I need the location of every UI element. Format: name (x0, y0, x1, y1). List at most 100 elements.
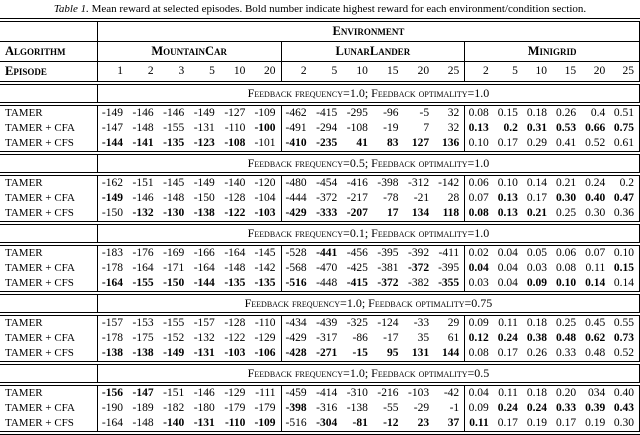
episode-header: Episode (0, 61, 98, 83)
value-cell: 0.07 (585, 247, 606, 259)
value-cell: 0.05 (526, 247, 548, 259)
value-cell: 0.07 (464, 191, 494, 206)
episode-cell: 20 (581, 61, 611, 83)
value-cell: 0.13 (497, 192, 518, 204)
value-cell: -164 (193, 262, 215, 274)
value-cell: 0.30 (610, 416, 640, 433)
value-cell: -480 (280, 174, 312, 191)
value-cell: 0.43 (610, 401, 640, 416)
value-cell: 32 (447, 122, 460, 134)
value-cell: 0.41 (556, 137, 577, 149)
value-cell: -78 (383, 192, 399, 204)
value-cell: -140 (224, 177, 246, 189)
value-cell: 35 (417, 332, 430, 344)
value-cell: 136 (441, 137, 460, 149)
value-cell: 0.14 (526, 177, 548, 189)
value-cell: 144 (441, 347, 460, 359)
value-cell: -428 (280, 346, 312, 363)
value-cell: 0.2 (610, 174, 640, 191)
value-cell: -216 (377, 387, 399, 399)
corner-cell (0, 151, 98, 176)
value-cell: 0.09 (526, 277, 548, 289)
value-cell: 0.11 (498, 317, 518, 329)
value-cell: 0.24 (526, 402, 548, 414)
value-cell: 0.21 (556, 177, 577, 189)
value-cell: -217 (346, 192, 368, 204)
value-cell: -130 (163, 207, 185, 219)
table-row: Feedback frequency=1.0; Feedback optimal… (0, 361, 640, 386)
value-cell: -462 (280, 104, 312, 121)
corner-cell (0, 20, 97, 42)
value-cell: -164 (224, 247, 246, 259)
episode-cell: 20 (250, 61, 282, 83)
value-cell: 0.17 (497, 347, 518, 359)
value-cell: 0.17 (526, 192, 548, 204)
value-cell: -15 (352, 347, 368, 359)
value-cell: -129 (254, 332, 276, 344)
value-cell: -148 (132, 417, 154, 429)
condition-header: Feedback frequency=1.0; Feedback optimal… (96, 81, 640, 106)
value-cell: 29 (447, 317, 460, 329)
env-name-minigrid: Minigrid (464, 41, 640, 62)
value-cell: 0.36 (610, 206, 640, 223)
value-cell: 0.52 (610, 346, 640, 363)
algorithm-label: TAMER (5, 177, 43, 189)
value-cell: -425 (346, 262, 368, 274)
value-cell: 0.25 (556, 317, 577, 329)
value-cell: -372 (316, 192, 338, 204)
value-cell: -155 (163, 317, 185, 329)
value-cell: -127 (224, 107, 246, 119)
value-cell: 0.15 (610, 261, 640, 276)
value-cell: -439 (316, 317, 338, 329)
value-cell: -155 (132, 277, 154, 289)
algorithm-label: TAMER + CFS (5, 137, 74, 149)
value-cell: -109 (254, 417, 276, 429)
value-cell: -106 (254, 347, 276, 359)
value-cell: -180 (193, 402, 215, 414)
episode-cell: 25 (610, 61, 640, 83)
value-cell: -398 (377, 177, 399, 189)
value-cell: -381 (377, 262, 399, 274)
value-cell: -17 (383, 332, 399, 344)
value-cell: -1 (449, 402, 460, 414)
value-cell: -122 (224, 332, 246, 344)
table-row: TAMER + CFS -138 -138 -149 -131 -103 -106 -428-… (0, 346, 640, 363)
episode-cell: 2 (280, 61, 312, 83)
value-cell: -148 (132, 122, 154, 134)
value-cell: 0.10 (610, 244, 640, 261)
value-cell: -101 (254, 137, 276, 149)
value-cell: 37 (447, 417, 460, 429)
value-cell: -152 (163, 332, 185, 344)
value-cell: -151 (163, 387, 185, 399)
value-cell: -162 (96, 174, 128, 191)
algorithm-label: TAMER + CFS (5, 277, 74, 289)
value-cell: 134 (411, 207, 430, 219)
value-cell: -138 (346, 402, 368, 414)
value-cell: 0.31 (526, 122, 548, 134)
value-cell: 0.26 (556, 107, 577, 119)
value-cell: 0.45 (585, 317, 606, 329)
value-cell: 95 (386, 347, 399, 359)
value-cell: -429 (280, 331, 312, 346)
value-cell: 0.02 (464, 244, 494, 261)
episode-cell: 2 (464, 61, 494, 83)
value-cell: 0.25 (556, 207, 577, 219)
value-cell: -146 (132, 192, 154, 204)
value-cell: -132 (132, 207, 154, 219)
value-cell: 0.24 (585, 177, 606, 189)
table-row: TAMER + CFA -147 -148 -155 -131 -110 -100 -491-… (0, 121, 640, 136)
value-cell: -141 (132, 137, 154, 149)
episode-cell: 5 (189, 61, 220, 83)
value-cell: 0.4 (590, 107, 606, 119)
value-cell: -528 (280, 244, 312, 261)
value-cell: -129 (224, 387, 246, 399)
table-row: TAMER + CFA -190 -189 -182 -180 -179 -179 -398-… (0, 401, 640, 416)
env-name-mountaincar: MountainCar (96, 41, 282, 62)
results-table: Environment Algorithm MountainCar LunarLand… (0, 18, 640, 435)
value-cell: 0.48 (585, 347, 606, 359)
value-cell: 0.13 (464, 121, 494, 136)
value-cell: -148 (224, 262, 246, 274)
table-row: TAMER -156 -147 -151 -146 -129 -111 -459 -414 -31… (0, 384, 640, 401)
value-cell: -415 (316, 107, 338, 119)
value-cell: 131 (411, 347, 430, 359)
